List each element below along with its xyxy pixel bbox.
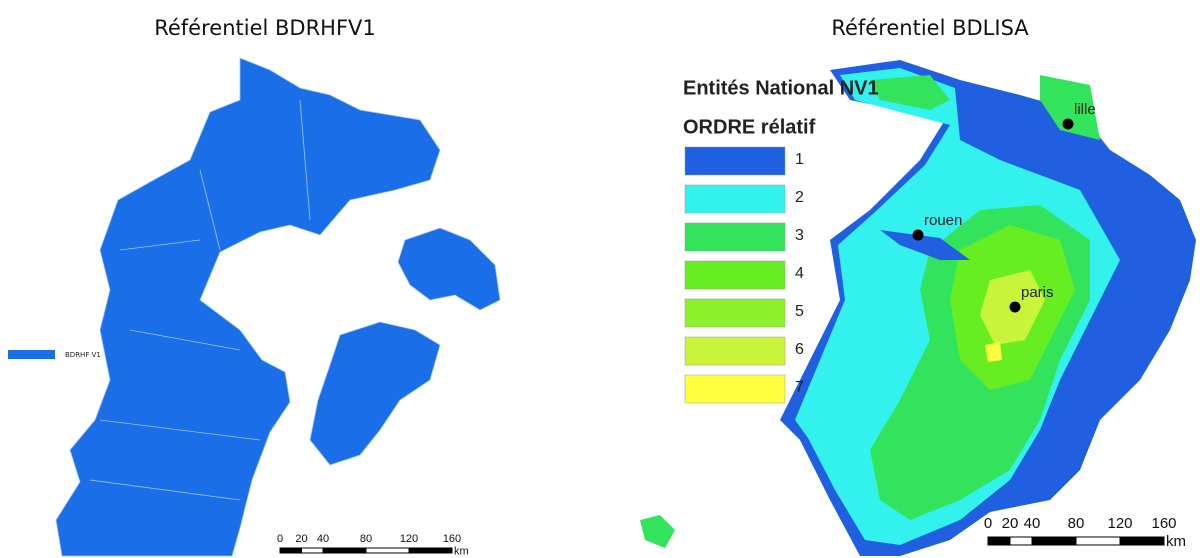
city-label: rouen bbox=[924, 212, 962, 229]
scale-segment bbox=[280, 548, 302, 553]
scale-label: 20 bbox=[1002, 515, 1019, 532]
legend-swatch bbox=[685, 185, 785, 213]
scale-label: 0 bbox=[277, 533, 283, 545]
legend-label: 4 bbox=[795, 265, 804, 282]
city-dot bbox=[913, 230, 924, 241]
right-title: Référentiel BDLISA bbox=[831, 16, 1029, 40]
scale-segment bbox=[1120, 537, 1164, 545]
scale-label: 120 bbox=[1107, 515, 1132, 532]
scale-label: 40 bbox=[317, 533, 329, 545]
legend-swatch bbox=[685, 261, 785, 289]
left-title: Référentiel BDRHFV1 bbox=[154, 16, 376, 40]
legend-label: 7 bbox=[795, 379, 804, 396]
city-dot bbox=[1010, 302, 1021, 313]
city-dot bbox=[1063, 119, 1074, 130]
scale-segment bbox=[409, 548, 452, 553]
scale-segment bbox=[988, 537, 1010, 545]
city-label: lille bbox=[1074, 101, 1096, 118]
legend-label: 2 bbox=[795, 189, 804, 206]
legend-title: Entités National NV1 bbox=[683, 77, 879, 99]
scale-label: 120 bbox=[400, 533, 418, 545]
scale-segment bbox=[1032, 537, 1076, 545]
scale-label: 20 bbox=[295, 533, 307, 545]
scale-label: 40 bbox=[1024, 515, 1041, 532]
left-legend-swatch bbox=[8, 350, 55, 359]
scale-segment bbox=[366, 548, 409, 553]
scale-label: 160 bbox=[1151, 515, 1176, 532]
figure: Référentiel BDRHFV1 Référentiel BDLISA B… bbox=[0, 0, 1200, 558]
legend-swatch bbox=[685, 223, 785, 251]
legend-swatch bbox=[685, 375, 785, 403]
legend-label: 1 bbox=[795, 151, 804, 168]
city-label: paris bbox=[1021, 284, 1054, 301]
maps: Référentiel BDRHFV1 Référentiel BDLISA B… bbox=[0, 0, 1200, 558]
left-legend-label: BDRHF V1 bbox=[65, 351, 101, 359]
scale-label: 160 bbox=[443, 533, 461, 545]
scale-segment bbox=[323, 548, 366, 553]
scale-label: 0 bbox=[984, 515, 992, 532]
legend-label: 5 bbox=[795, 303, 804, 320]
scale-segment bbox=[1010, 537, 1032, 545]
legend-label: 3 bbox=[795, 227, 804, 244]
scale-label: 80 bbox=[360, 533, 372, 545]
left-map bbox=[56, 58, 500, 556]
legend-swatch bbox=[685, 147, 785, 175]
scale-unit: km bbox=[1166, 533, 1186, 550]
scale-unit: km bbox=[454, 545, 469, 557]
legend-subtitle: ORDRE rélatif bbox=[683, 116, 816, 138]
scale-segment bbox=[302, 548, 324, 553]
legend-swatch bbox=[685, 337, 785, 365]
scale-label: 80 bbox=[1068, 515, 1085, 532]
legend-label: 6 bbox=[795, 341, 804, 358]
legend-swatch bbox=[685, 299, 785, 327]
scale-segment bbox=[1076, 537, 1120, 545]
